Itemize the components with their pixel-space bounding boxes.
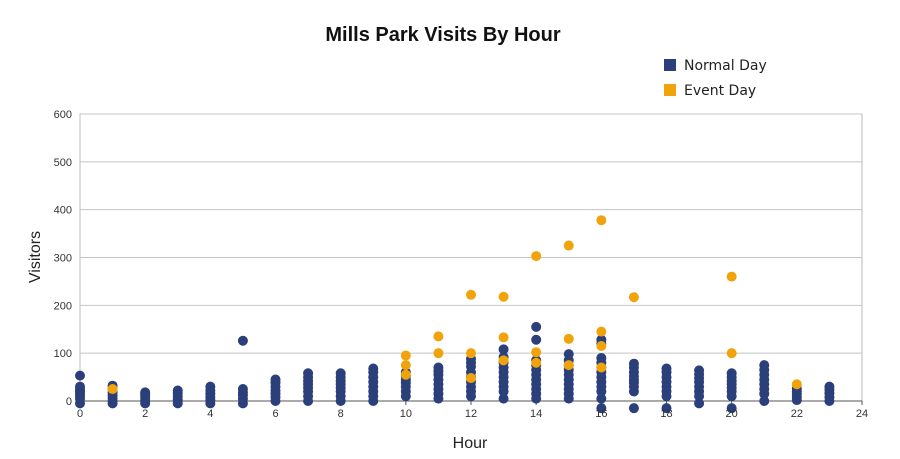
point-event-day [596,326,607,337]
y-tick-label: 400 [54,205,72,217]
legend-label-event-day: Event Day [684,83,757,99]
point-normal-day [726,403,737,414]
point-event-day [726,271,737,282]
point-normal-day [596,386,607,397]
point-event-day [466,373,476,384]
chart-title: Mills Park Visits By Hour [325,24,561,46]
point-event-day [596,215,607,226]
x-tick-label: 18 [660,408,672,420]
point-event-day [400,360,411,371]
y-tick-label: 200 [54,300,72,312]
point-normal-day [661,403,672,414]
data-points [75,215,835,414]
legend-label-normal-day: Normal Day [684,58,767,74]
point-normal-day [107,398,118,409]
x-axis-label: Hour [453,435,488,452]
point-normal-day [433,393,444,404]
point-event-day [107,384,118,395]
point-normal-day [498,393,509,404]
point-event-day [726,348,737,359]
point-normal-day [172,398,183,409]
y-tick-label: 0 [66,396,72,408]
point-event-day [498,332,509,343]
point-normal-day [498,386,509,397]
y-tick-label: 100 [54,348,72,360]
point-normal-day [596,403,607,414]
point-normal-day [140,398,151,409]
point-event-day [563,240,574,251]
point-normal-day [237,335,248,346]
point-normal-day [694,398,705,409]
x-tick-label: 16 [595,408,607,420]
x-tick-label: 20 [726,408,738,420]
point-normal-day [531,334,542,345]
point-event-day [531,357,542,368]
point-normal-day [303,396,314,406]
point-event-day [433,348,444,359]
point-event-day [563,360,574,371]
point-normal-day [759,388,770,399]
point-event-day [596,340,607,351]
point-normal-day [498,344,509,355]
x-tick-label: 24 [856,408,868,420]
x-tick-label: 0 [77,408,83,420]
point-event-day [791,379,802,390]
x-tick-label: 12 [465,408,477,420]
x-tick-label: 22 [791,408,803,420]
point-event-day [498,291,509,302]
point-normal-day [205,398,216,409]
point-normal-day [368,396,379,406]
point-event-day [433,331,444,342]
legend-swatch-normal-day [664,59,676,71]
point-normal-day [759,396,770,406]
legend-swatch-event-day [664,84,676,96]
point-normal-day [531,321,542,332]
y-axis-label: Visitors [27,231,44,283]
point-normal-day [237,398,248,409]
x-tick-label: 4 [207,408,213,420]
point-event-day [498,355,509,366]
x-tick-label: 8 [338,408,344,420]
point-normal-day [75,398,85,409]
x-tick-label: 14 [530,408,542,420]
point-normal-day [726,391,737,402]
point-normal-day [824,396,835,406]
point-normal-day [563,393,574,404]
point-normal-day [466,391,476,402]
point-event-day [466,289,476,300]
x-axis-ticks: 0 2 4 6 8 10 12 14 16 18 20 22 24 [77,408,868,420]
point-normal-day [628,403,639,414]
point-event-day [400,350,411,361]
point-event-day [466,348,476,359]
point-normal-day [661,391,672,402]
point-normal-day [75,370,85,381]
point-event-day [531,347,542,358]
point-event-day [531,251,542,262]
legend-item-normal-day: Normal Day [664,58,767,74]
point-normal-day [791,395,802,406]
legend-item-event-day: Event Day [664,83,756,99]
point-normal-day [400,391,411,402]
point-normal-day [270,396,281,406]
point-normal-day [531,393,542,404]
point-normal-day [628,386,639,397]
y-tick-label: 600 [54,109,72,121]
x-tick-label: 10 [400,408,412,420]
point-event-day [563,333,574,344]
point-event-day [400,369,411,380]
y-tick-label: 300 [54,253,72,265]
point-event-day [628,292,639,303]
point-normal-day [335,396,346,406]
y-axis-ticks: 0 100 200 300 400 500 600 [54,109,72,408]
y-tick-label: 500 [54,157,72,169]
x-tick-label: 2 [142,408,148,420]
x-tick-label: 6 [272,408,278,420]
point-normal-day [694,391,705,402]
point-event-day [596,362,607,373]
point-normal-day [596,393,607,404]
